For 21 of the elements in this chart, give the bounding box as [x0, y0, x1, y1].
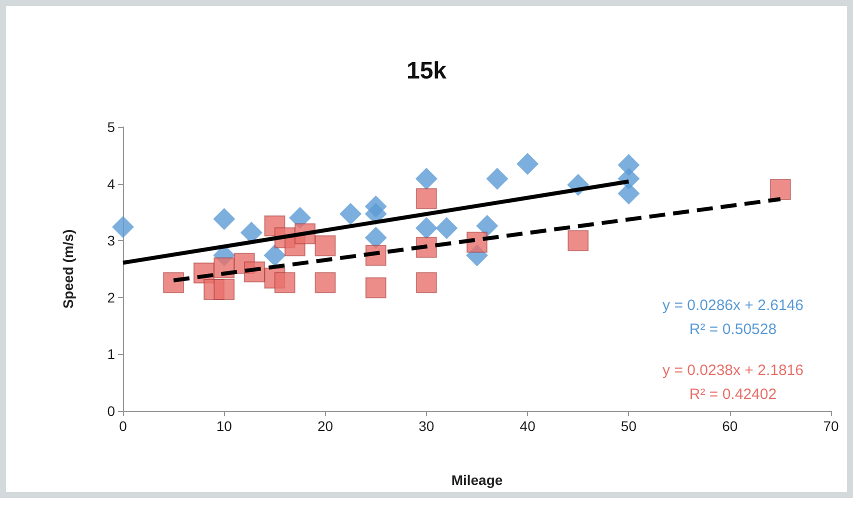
x-tick-label: 60: [722, 418, 738, 434]
chart-title: 15k: [406, 58, 448, 84]
annotation: y = 0.0238x + 2.1816: [662, 362, 804, 379]
annotation: y = 0.0286x + 2.6146: [662, 297, 804, 314]
x-tick-label: 40: [520, 418, 536, 434]
annotation: R² = 0.42402: [689, 386, 777, 403]
x-tick-label: 70: [823, 418, 839, 434]
y-tick-label: 1: [107, 346, 116, 362]
annotation: R² = 0.50528: [689, 321, 777, 338]
x-tick-label: 50: [620, 418, 637, 434]
y-tick-label: 2: [107, 289, 116, 306]
y-tick-label: 4: [107, 176, 116, 192]
x-axis-title: Mileage: [451, 472, 503, 488]
y-tick-label: 3: [107, 232, 116, 249]
y-axis-title: Speed (m/s): [60, 229, 76, 309]
x-tick-label: 20: [317, 418, 334, 434]
x-tick-label: 10: [216, 418, 232, 434]
x-tick-label: 0: [119, 418, 128, 434]
x-tick-label: 30: [418, 418, 434, 434]
y-tick-label: 5: [107, 119, 116, 135]
y-tick-label: 0: [107, 403, 116, 419]
